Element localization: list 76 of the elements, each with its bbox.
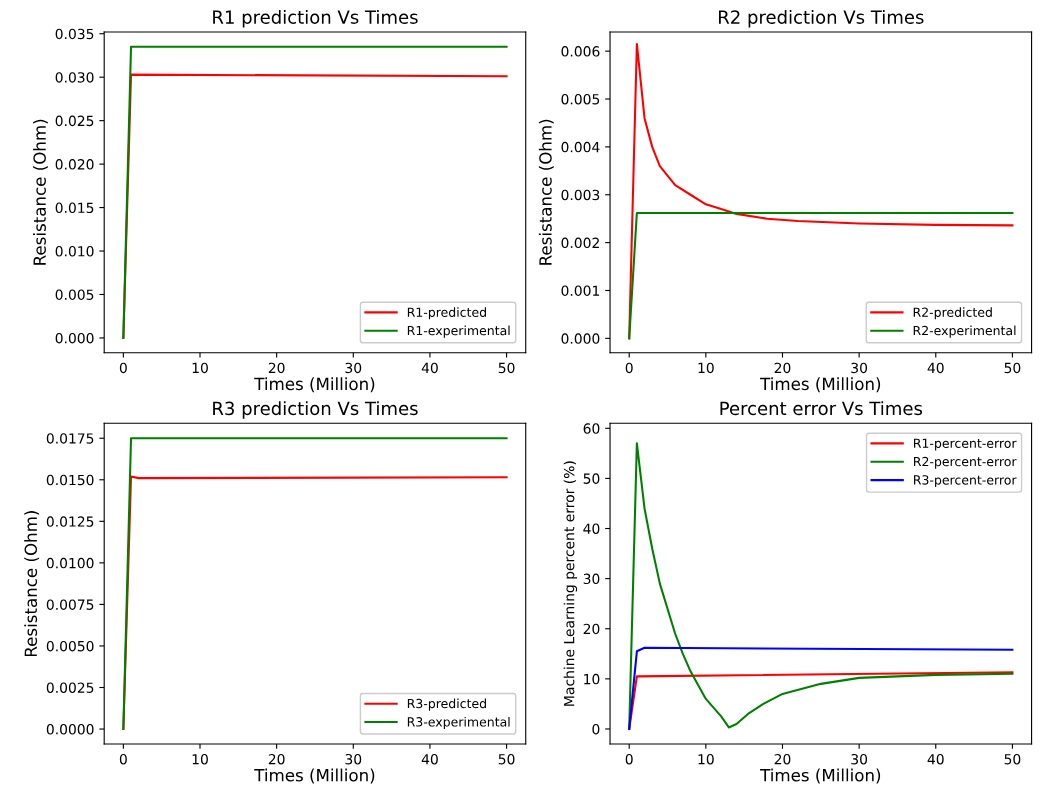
y-tick-label: 0.020 xyxy=(55,159,94,170)
legend-label: R2-experimental xyxy=(913,325,1016,338)
y-axis-title: Resistance (Ohm) xyxy=(33,119,48,265)
x-tick-label: 0 xyxy=(625,753,633,765)
y-tick-label: 0.015 xyxy=(55,202,94,214)
legend-label: R3-predicted xyxy=(407,698,486,711)
x-tick-label: 40 xyxy=(927,362,944,374)
y-tick-label: 0.000 xyxy=(561,333,600,344)
x-axis-title: Times (Million) xyxy=(254,768,375,784)
chart-title: R2 prediction Vs Times xyxy=(719,9,924,28)
line-series xyxy=(628,646,1014,731)
y-tick-label: 10 xyxy=(584,673,600,685)
legend-label: R1-experimental xyxy=(407,325,510,338)
x-tick-label: 40 xyxy=(927,753,944,765)
x-tick-label: 20 xyxy=(774,753,791,765)
x-axis-title: Times (Million) xyxy=(254,377,375,393)
y-tick-label: 0.0150 xyxy=(46,474,94,486)
y-tick-label: 0.000 xyxy=(55,332,94,344)
y-tick-label: 0.025 xyxy=(55,115,94,127)
y-tick-label: 0.003 xyxy=(561,189,600,201)
y-tick-label: 0.035 xyxy=(55,28,94,40)
x-tick-label: 20 xyxy=(774,362,791,374)
y-tick-label: 0.0100 xyxy=(46,557,94,569)
y-tick-label: 60 xyxy=(583,423,600,434)
y-tick-label: 0.005 xyxy=(55,289,94,300)
x-tick-label: 30 xyxy=(851,753,868,765)
chart-title: R3 prediction Vs Times xyxy=(213,401,418,419)
x-tick-label: 10 xyxy=(192,753,208,765)
y-tick-label: 0.005 xyxy=(561,93,600,105)
x-tick-label: 0 xyxy=(625,362,633,374)
legend-label: R2-percent-error xyxy=(914,456,1017,469)
y-tick-label: 0.010 xyxy=(55,246,94,257)
x-tick-label: 50 xyxy=(1004,362,1021,374)
y-tick-label: 0.0025 xyxy=(46,682,94,693)
y-tick-label: 0.006 xyxy=(561,46,600,57)
y-tick-label: 0.001 xyxy=(561,285,600,296)
legend-label: R1-predicted xyxy=(407,307,486,320)
y-tick-label: 0.004 xyxy=(561,141,600,153)
y-tick-label: 0.0075 xyxy=(46,599,94,610)
y-tick-label: 0.0175 xyxy=(46,433,94,444)
y-tick-label: 0.0000 xyxy=(46,724,94,735)
x-tick-label: 50 xyxy=(498,362,515,374)
y-tick-label: 0.0125 xyxy=(46,516,94,527)
y-tick-label: 0.002 xyxy=(561,237,599,249)
chart-title: R1 prediction Vs Times xyxy=(213,9,418,28)
y-tick-label: 0.0050 xyxy=(46,640,94,652)
x-tick-label: 20 xyxy=(268,753,285,765)
x-tick-label: 30 xyxy=(851,362,868,374)
x-tick-label: 0 xyxy=(119,753,127,765)
y-axis-title: Machine Learning percent error (%) xyxy=(563,461,578,706)
chart-title: Percent error Vs Times xyxy=(720,401,923,416)
x-tick-label: 0 xyxy=(119,362,127,374)
x-tick-label: 20 xyxy=(268,362,285,374)
x-tick-label: 10 xyxy=(698,362,714,374)
y-tick-label: 0.030 xyxy=(55,72,94,83)
y-axis-title: Resistance (Ohm) xyxy=(538,119,554,265)
x-tick-label: 40 xyxy=(421,753,438,765)
x-axis-title: Times (Million) xyxy=(760,768,881,784)
legend-label: R2-predicted xyxy=(913,307,992,320)
y-tick-label: 40 xyxy=(583,523,600,534)
legend-label: R3-percent-error xyxy=(914,475,1017,488)
x-tick-label: 10 xyxy=(192,362,208,374)
y-tick-label: 0 xyxy=(592,723,600,735)
x-tick-label: 30 xyxy=(345,362,362,374)
x-tick-label: 10 xyxy=(698,753,714,765)
legend-label: R1-percent-error xyxy=(914,438,1017,451)
y-tick-label: 20 xyxy=(583,623,600,635)
x-tick-label: 50 xyxy=(498,753,515,765)
x-tick-label: 40 xyxy=(421,362,438,374)
y-tick-label: 50 xyxy=(583,473,600,484)
y-axis-title: Resistance (Ohm) xyxy=(24,511,40,657)
x-tick-label: 50 xyxy=(1004,753,1021,765)
x-axis-title: Times (Million) xyxy=(760,377,881,393)
legend-label: R3-experimental xyxy=(407,716,510,729)
y-tick-label: 30 xyxy=(583,573,600,585)
x-tick-label: 30 xyxy=(345,753,362,765)
